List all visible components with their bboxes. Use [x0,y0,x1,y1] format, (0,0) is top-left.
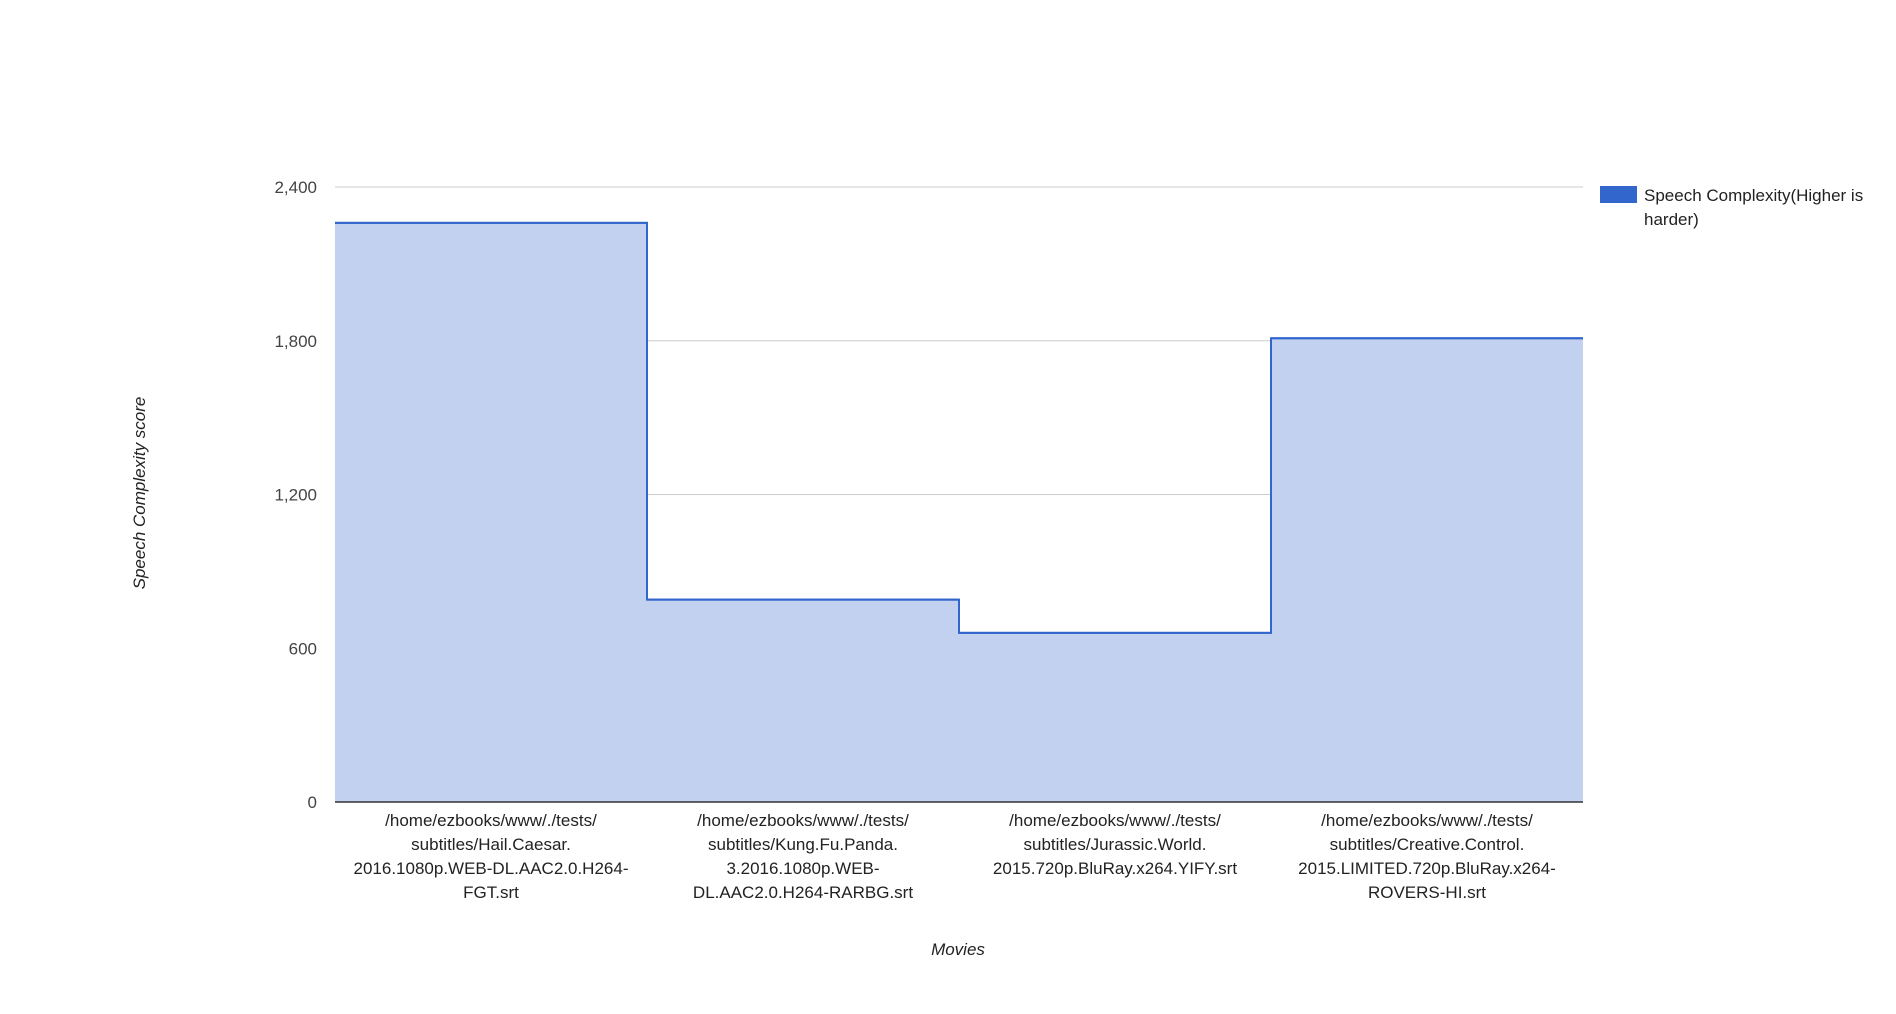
x-tick-label-line: /home/ezbooks/www/./tests/ [1009,811,1221,830]
series-area-fill [335,222,1583,802]
x-tick-label-line: 2015.720p.BluRay.x264.YIFY.srt [993,859,1237,878]
x-tick-label-line: subtitles/Creative.Control. [1330,835,1525,854]
x-tick-label-line: ROVERS-HI.srt [1368,883,1486,902]
x-tick-label-line: 2016.1080p.WEB-DL.AAC2.0.H264- [354,859,629,878]
x-tick-label-line: subtitles/Jurassic.World. [1024,835,1207,854]
x-tick-label-line: 3.2016.1080p.WEB- [726,859,879,878]
x-tick-label-line: subtitles/Kung.Fu.Panda. [708,835,898,854]
legend[interactable]: Speech Complexity(Higher is harder) [1600,186,1863,229]
series-step-line [335,221,1583,634]
x-tick-label: /home/ezbooks/www/./tests/subtitles/Crea… [1298,811,1556,902]
area-series [335,221,1583,802]
y-tick-label: 2,400 [274,178,317,197]
x-tick-labels: /home/ezbooks/www/./tests/subtitles/Hail… [354,811,1556,902]
x-tick-label-line: /home/ezbooks/www/./tests/ [1321,811,1533,830]
x-tick-label: /home/ezbooks/www/./tests/subtitles/Jura… [993,811,1237,878]
legend-label: harder) [1644,210,1699,229]
x-tick-label-line: FGT.srt [463,883,519,902]
x-axis-title: Movies [931,940,985,959]
x-tick-label: /home/ezbooks/www/./tests/subtitles/Hail… [354,811,629,902]
x-tick-label-line: /home/ezbooks/www/./tests/ [385,811,597,830]
x-tick-label-line: DL.AAC2.0.H264-RARBG.srt [693,883,913,902]
y-tick-labels: 0 600 1,200 1,800 2,400 [274,178,317,812]
y-tick-label: 600 [289,639,317,658]
y-tick-label: 1,200 [274,486,317,505]
legend-label: Speech Complexity(Higher is [1644,186,1863,205]
y-axis-title: Speech Complexity score [130,397,149,590]
legend-swatch [1600,186,1637,203]
x-tick-label-line: /home/ezbooks/www/./tests/ [697,811,909,830]
x-tick-label: /home/ezbooks/www/./tests/subtitles/Kung… [693,811,913,902]
x-tick-label-line: subtitles/Hail.Caesar. [411,835,571,854]
y-tick-label: 0 [308,793,317,812]
y-tick-label: 1,800 [274,332,317,351]
x-tick-label-line: 2015.LIMITED.720p.BluRay.x264- [1298,859,1556,878]
